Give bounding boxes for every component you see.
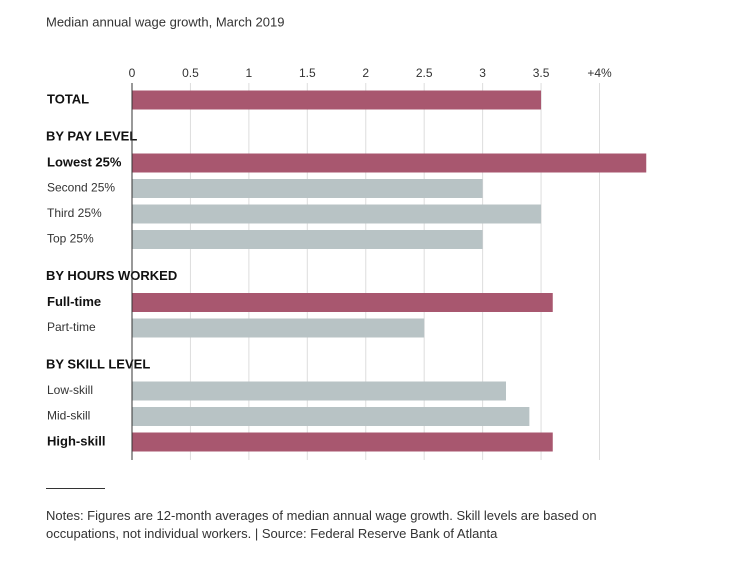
x-tick-label: 3.5 [533,66,550,80]
category-label: Second 25% [47,181,115,195]
category-label: Third 25% [47,206,102,220]
bar [132,318,425,338]
x-tick-label: 3 [479,66,486,80]
x-tick-label: 1 [246,66,253,80]
group-heading: BY SKILL LEVEL [46,356,150,371]
x-tick-label: 0.5 [182,66,199,80]
bar [132,204,542,224]
chart-title: Median annual wage growth, March 2019 [46,14,284,29]
bar [132,179,483,198]
bar [132,381,506,401]
category-label: Mid-skill [47,409,90,423]
category-label: Part-time [47,320,96,334]
note-rule [46,488,105,489]
bar [132,230,483,249]
bar [132,90,542,110]
category-label: TOTAL [47,91,89,106]
x-tick-label: 2.5 [416,66,433,80]
x-tick-label: 0 [129,66,136,80]
category-label: Lowest 25% [47,154,122,169]
category-label: Low-skill [47,383,93,397]
category-label: High-skill [47,433,106,448]
group-heading: BY PAY LEVEL [46,128,137,143]
x-tick-label: 2 [362,66,369,80]
x-tick-label: 1.5 [299,66,316,80]
bar [132,153,647,173]
group-heading: BY HOURS WORKED [46,268,177,283]
x-tick-label: +4% [587,66,612,80]
category-label: Full-time [47,294,101,309]
bar [132,293,553,312]
category-label: Top 25% [47,232,94,246]
bar [132,407,530,426]
notes: Notes: Figures are 12-month averages of … [46,508,597,541]
bar [132,432,553,452]
